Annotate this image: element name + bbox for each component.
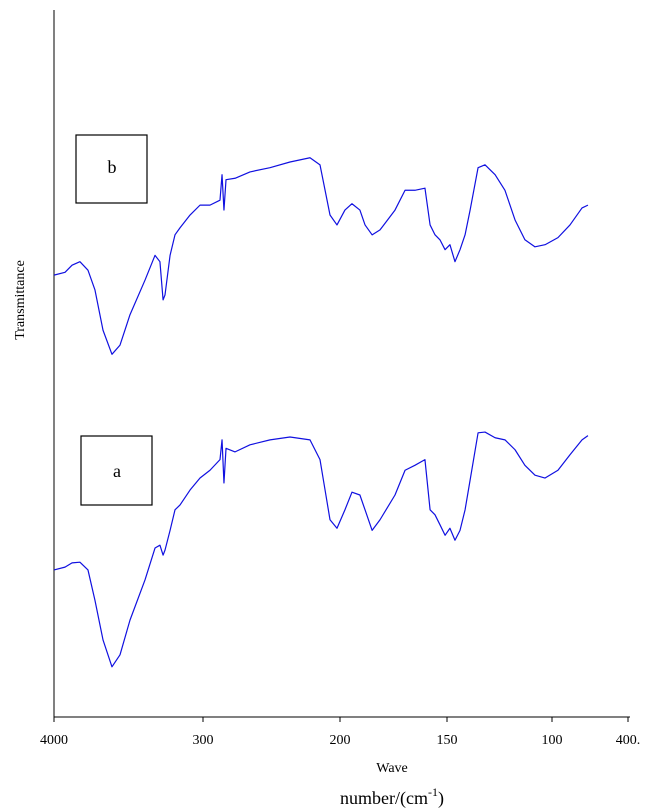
x-tick-label: 150 bbox=[437, 733, 458, 748]
annotation: b bbox=[108, 157, 117, 177]
x-axis-label-sup: -1 bbox=[428, 785, 438, 799]
x-tick-label: 100 bbox=[542, 733, 563, 748]
x-axis-label-part: ) bbox=[438, 788, 444, 809]
annotation-box bbox=[80, 435, 153, 506]
x-axis-label: number/(cm-1) bbox=[340, 785, 444, 809]
x-axis-label-part: number/(cm bbox=[340, 788, 428, 809]
x-tick-label: 200 bbox=[330, 733, 351, 748]
x-tick-label: 4000 bbox=[40, 733, 68, 748]
y-axis-label: Transmittance bbox=[13, 260, 28, 340]
x-tick-label: 400. bbox=[616, 733, 641, 748]
annotation-box bbox=[75, 134, 148, 204]
annotation: a bbox=[113, 461, 121, 481]
x-axis-label: Wave bbox=[376, 761, 408, 776]
spectrum-line bbox=[53, 157, 589, 355]
x-tick-label: 300 bbox=[193, 733, 214, 748]
spectrum-line bbox=[53, 431, 589, 668]
